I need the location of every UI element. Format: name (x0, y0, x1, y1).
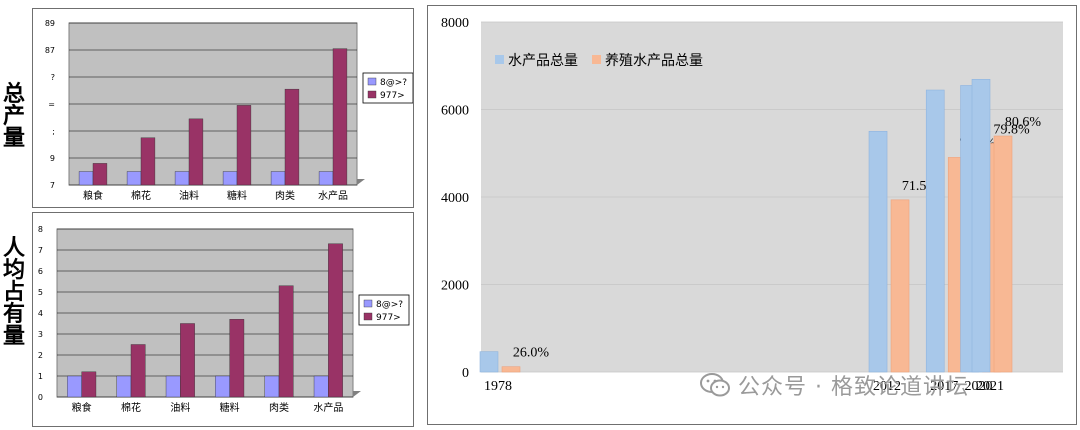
y-tick-label: 7 (38, 246, 43, 255)
legend-label: 8@>? (376, 300, 403, 310)
legend-swatch (363, 299, 373, 308)
x-tick-label: 糖料 (227, 189, 247, 202)
per-capita-label: 人均占有量 (2, 236, 25, 349)
y-tick-label: 87 (45, 46, 55, 55)
x-tick-label: 肉类 (275, 189, 295, 202)
y-tick-label: 1 (38, 372, 43, 381)
bar-series-b (140, 137, 156, 186)
bar-series-b (92, 163, 108, 186)
legend-swatch-farmed (592, 55, 601, 64)
y-tick-label: 2 (38, 351, 43, 360)
bar-series-b (284, 88, 300, 186)
bar-series-b (81, 371, 97, 398)
y-tick-label: 7 (50, 181, 55, 190)
bar-series-a (116, 375, 132, 398)
x-tick-label: 油料 (170, 401, 190, 414)
legend-swatch-total (495, 55, 504, 64)
bar-series-a (215, 375, 230, 398)
x-tick-label: 水产品 (318, 189, 348, 202)
legend-label: 8@>? (380, 78, 407, 88)
legend-swatch (363, 312, 373, 321)
legend-label: 977> (376, 313, 401, 323)
total-output-chart: 7 9; =? 87 89 粮食 棉花 油料 糖料 肉类 水产品 8@>? 977> (45, 19, 414, 202)
y-tick-label: 3 (38, 330, 43, 339)
watermark-text: 公众号 · 格致论道讲坛 (738, 375, 969, 400)
aquatic-chart-panel: 0200040006000800026.0%197871.5%201275.3%… (427, 5, 1077, 425)
x-tick-label: 粮食 (72, 401, 92, 414)
y-tick-label: 0 (38, 393, 43, 402)
y-tick-label: 0 (462, 366, 469, 381)
y-tick-label: 2000 (441, 279, 469, 294)
total-output-chart-panel: 7 9; =? 87 89 粮食 棉花 油料 糖料 肉类 水产品 8@>? 977> (32, 8, 414, 208)
bar-farmed-aquatic (890, 199, 910, 373)
legend-label-farmed: 养殖水产品总量 (605, 52, 703, 69)
y-tick-label: 4000 (441, 191, 469, 206)
x-tick-label: 1978 (484, 379, 512, 394)
y-tick-label: 4 (38, 309, 43, 318)
x-tick-label: 2012 (873, 379, 901, 394)
x-tick-label: 粮食 (83, 189, 103, 202)
x-tick-label: 2020 (965, 379, 993, 394)
legend-label-total: 水产品总量 (508, 53, 578, 69)
per-capita-chart-panel: 0 1 2 3 4 5 6 7 8 粮食 棉花 油料 糖料 肉类 水产品 8@>? 977> (32, 212, 414, 427)
bar-series-b (328, 243, 343, 398)
y-tick-label: 6 (38, 267, 43, 276)
bar-total-aquatic (868, 130, 888, 373)
bar-series-a (165, 375, 181, 398)
y-tick-label: ; (52, 127, 55, 136)
x-tick-label: 糖料 (220, 401, 240, 414)
y-tick-label: 8000 (441, 16, 469, 31)
watermark: 公众号 · 格致论道讲坛 (700, 365, 969, 405)
wechat-icon (700, 373, 730, 397)
bar-farmed-aquatic (993, 135, 1013, 373)
x-tick-label: 棉花 (131, 189, 151, 202)
y-tick-label: 8 (38, 225, 43, 234)
percent-data-label: 26.0% (513, 346, 550, 361)
bar-series-a (264, 375, 280, 398)
bar-series-b (332, 48, 348, 186)
bar-series-a (270, 171, 286, 186)
bar-series-a (222, 171, 238, 186)
y-tick-label: 89 (45, 19, 55, 28)
percent-data-label: 79.8% (993, 122, 1029, 137)
y-tick-label: 5 (38, 288, 43, 297)
x-tick-label: 油料 (179, 189, 199, 202)
bar-series-b (130, 344, 146, 398)
legend-swatch (367, 90, 377, 99)
bar-series-a (318, 171, 334, 186)
per-capita-chart: 0 1 2 3 4 5 6 7 8 粮食 棉花 油料 糖料 肉类 水产品 8@>? 977> (38, 225, 410, 414)
bar-total-aquatic (971, 79, 991, 373)
x-tick-label: 2021 (976, 379, 1004, 394)
bar-total-aquatic (479, 351, 499, 373)
percent-data-label: 80.6% (1005, 115, 1042, 130)
bar-series-a (313, 375, 329, 398)
legend-swatch (367, 77, 377, 86)
y-tick-label: ? (51, 73, 55, 82)
bar-total-aquatic (925, 89, 945, 373)
bar-series-b (229, 319, 245, 398)
y-tick-label: 6000 (441, 104, 469, 119)
bar-series-b (188, 118, 204, 186)
x-tick-label: 水产品 (313, 401, 343, 414)
bar-series-a (78, 171, 94, 186)
y-tick-label: = (48, 100, 55, 109)
bar-series-a (67, 375, 82, 398)
bar-series-a (174, 171, 190, 186)
bar-series-b (236, 105, 252, 186)
total-output-label: 总产量 (2, 82, 25, 151)
x-tick-label: 肉类 (269, 401, 289, 414)
bar-series-b (180, 323, 195, 398)
x-tick-label: 2017 (930, 379, 958, 394)
x-tick-label: 棉花 (121, 401, 141, 414)
bar-series-a (126, 171, 142, 186)
bar-farmed-aquatic (501, 366, 521, 373)
legend-label: 977> (380, 91, 405, 101)
bar-series-b (278, 285, 294, 398)
y-tick-label: 9 (50, 154, 55, 163)
aquatic-products-chart: 0200040006000800026.0%197871.5%201275.3%… (441, 16, 1063, 394)
